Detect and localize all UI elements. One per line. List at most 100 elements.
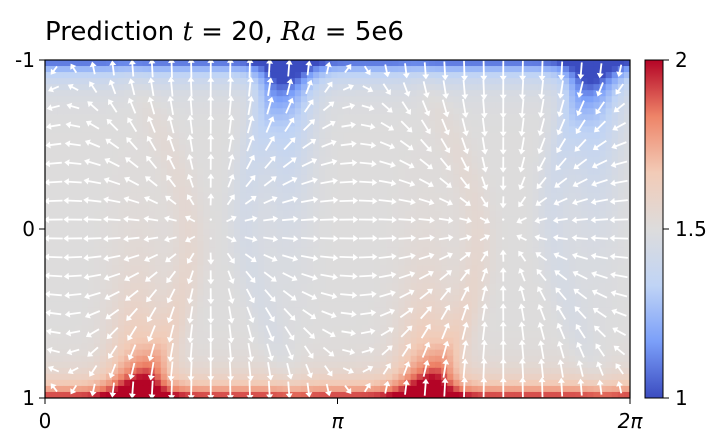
heatmap-cell	[221, 168, 229, 176]
heatmap-cell	[447, 132, 454, 140]
heatmap-cell	[337, 247, 345, 254]
heatmap-cell	[520, 108, 527, 115]
heatmap-cell	[112, 222, 119, 230]
heatmap-cell	[270, 114, 278, 121]
heatmap-cell	[343, 204, 351, 212]
heatmap-cell	[118, 60, 125, 67]
heatmap-cell	[215, 253, 223, 260]
heatmap-cell	[313, 108, 320, 115]
heatmap-cell	[215, 271, 223, 278]
heatmap-cell	[264, 283, 272, 290]
heatmap-cell	[69, 150, 77, 158]
heatmap-cell	[179, 361, 186, 369]
heatmap-cell	[118, 277, 125, 284]
heatmap-cell	[142, 355, 150, 363]
heatmap-cell	[380, 66, 387, 73]
heatmap-cell	[544, 259, 552, 266]
heatmap-cell	[166, 168, 174, 176]
heatmap-cell	[605, 150, 613, 158]
heatmap-cell	[172, 222, 180, 230]
heatmap-cell	[508, 60, 515, 67]
heatmap-cell	[191, 325, 198, 333]
heatmap-cell	[410, 222, 418, 230]
heatmap-cell	[495, 138, 503, 146]
heatmap-cell	[416, 204, 424, 212]
heatmap-cell	[605, 325, 613, 333]
heatmap-cell	[331, 126, 339, 134]
heatmap-cell	[489, 162, 497, 170]
heatmap-cell	[69, 120, 77, 127]
heatmap-cell	[544, 331, 552, 339]
heatmap-cell	[118, 156, 125, 164]
heatmap-cell	[69, 60, 77, 67]
heatmap-cell	[556, 331, 564, 339]
heatmap-cell	[544, 192, 552, 200]
heatmap-cell	[404, 277, 412, 284]
heatmap-cell	[380, 343, 387, 351]
heatmap-cell	[45, 120, 52, 127]
heatmap-cell	[422, 150, 430, 158]
heatmap-cell	[502, 138, 509, 146]
heatmap-cell	[337, 277, 345, 284]
heatmap-cell	[233, 307, 241, 315]
heatmap-cell	[337, 156, 345, 164]
heatmap-cell	[435, 186, 442, 194]
heatmap-cell	[587, 247, 595, 254]
heatmap-cell	[502, 162, 509, 170]
heatmap-cell	[294, 78, 302, 85]
heatmap-cell	[483, 204, 491, 212]
heatmap-cell	[587, 319, 595, 327]
heatmap-cell	[93, 108, 101, 115]
heatmap-cell	[209, 90, 217, 97]
heatmap-cell	[386, 283, 393, 290]
heatmap-cell	[221, 198, 229, 206]
heatmap-cell	[160, 301, 168, 309]
heatmap-cell	[605, 114, 613, 121]
heatmap-cell	[172, 186, 180, 194]
heatmap-cell	[75, 265, 83, 272]
heatmap-cell	[319, 126, 326, 134]
heatmap-cell	[313, 198, 320, 206]
heatmap-cell	[422, 192, 430, 200]
heatmap-cell	[374, 78, 381, 85]
heatmap-cell	[404, 168, 412, 176]
heatmap-cell	[605, 198, 613, 206]
heatmap-cell	[538, 78, 546, 85]
heatmap-cell	[99, 156, 107, 164]
heatmap-cell	[410, 210, 418, 218]
heatmap-cell	[172, 247, 180, 254]
heatmap-cell	[471, 126, 479, 134]
heatmap-cell	[428, 295, 436, 303]
heatmap-cell	[307, 210, 314, 218]
heatmap-cell	[221, 66, 229, 73]
heatmap-cell	[203, 241, 211, 248]
heatmap-cell	[453, 180, 460, 188]
heatmap-cell	[538, 277, 546, 284]
heatmap-cell	[416, 313, 424, 321]
heatmap-cell	[142, 90, 150, 97]
heatmap-cell	[587, 132, 595, 140]
heatmap-cell	[227, 144, 235, 152]
heatmap-cell	[105, 192, 113, 200]
heatmap-cell	[392, 168, 400, 176]
heatmap-cell	[404, 192, 412, 200]
heatmap-cell	[215, 229, 223, 236]
heatmap-cell	[331, 60, 339, 67]
heatmap-cell	[514, 325, 521, 333]
heatmap-cell	[87, 343, 95, 351]
heatmap-cell	[532, 319, 540, 327]
heatmap-cell	[124, 355, 131, 363]
heatmap-cell	[556, 132, 564, 140]
heatmap-cell	[331, 162, 339, 170]
heatmap-cell	[191, 180, 198, 188]
heatmap-cell	[617, 325, 625, 333]
heatmap-cell	[593, 265, 601, 272]
heatmap-cell	[550, 295, 558, 303]
heatmap-cell	[118, 259, 125, 266]
heatmap-cell	[508, 319, 515, 327]
heatmap-cell	[258, 102, 265, 109]
heatmap-cell	[435, 126, 442, 134]
heatmap-cell	[203, 156, 211, 164]
heatmap-cell	[550, 229, 558, 236]
heatmap-cell	[331, 144, 339, 152]
